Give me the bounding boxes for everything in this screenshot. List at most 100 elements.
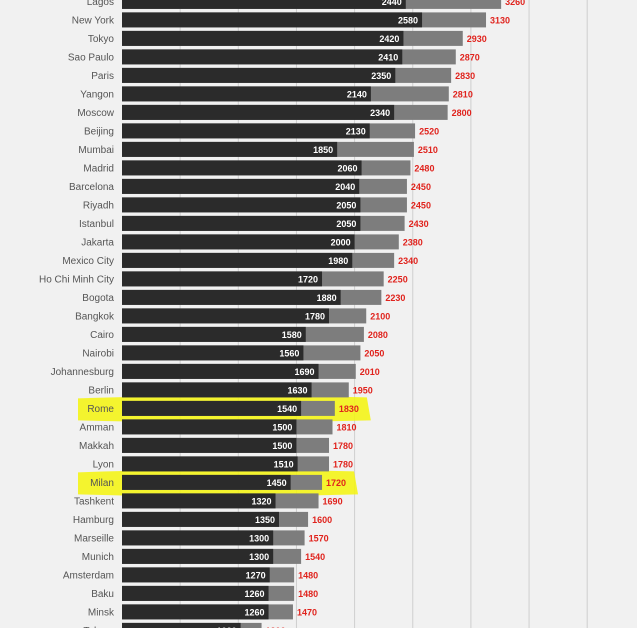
value-label-inner-baku: 1260 [245,589,265,599]
value-label-inner-ho-chi-minh-city: 1720 [298,274,318,284]
bars [122,0,502,628]
bar-inner-tashkent [122,493,276,509]
category-label-lagos: Lagos [87,0,114,8]
bar-inner-berlin [122,382,312,398]
category-label-bogota: Bogota [82,293,114,304]
value-label-inner-barcelona: 2040 [335,182,355,192]
category-label-munich: Munich [82,552,114,563]
value-label-inner-mexico-city: 1980 [328,256,348,266]
category-label-marseille: Marseille [74,533,114,544]
bar-inner-new-york [122,12,423,28]
category-label-hamburg: Hamburg [73,515,114,526]
bar-inner-barcelona [122,178,360,194]
value-label-outer-bogota: 2230 [385,293,405,303]
category-label-mumbai: Mumbai [78,145,114,156]
value-label-outer-rome: 1830 [339,404,359,414]
value-label-inner-lagos: 2440 [382,0,402,7]
value-label-outer-tokyo: 2930 [467,34,487,44]
value-label-outer-moscow: 2800 [452,108,472,118]
value-label-inner-bogota: 1880 [317,293,337,303]
bar-inner-beijing [122,123,370,139]
value-label-outer-paris: 2830 [455,71,475,81]
bar-inner-minsk [122,604,269,620]
bar-inner-hamburg [122,511,280,527]
category-label-moscow: Moscow [77,108,114,119]
value-label-outer-cairo: 2080 [368,330,388,340]
value-label-inner-cairo: 1580 [282,330,302,340]
value-label-inner-tehran: 1020 [217,626,237,628]
value-label-outer-jakarta: 2380 [403,237,423,247]
value-label-outer-munich: 1540 [305,552,325,562]
bar-inner-nairobi [122,345,304,361]
value-label-inner-amman: 1500 [272,422,292,432]
value-label-outer-baku: 1480 [298,589,318,599]
value-label-outer-tehran: 1200 [266,626,286,628]
category-label-tokyo: Tokyo [88,34,115,45]
value-label-outer-ho-chi-minh-city: 2250 [388,274,408,284]
labels: Lagos 2440 3260 New York 2580 3130 Tokyo 2420 29… [39,0,525,628]
value-label-inner-paris: 2350 [371,71,391,81]
category-label-tashkent: Tashkent [74,496,114,507]
category-label-amsterdam: Amsterdam [63,570,114,581]
bar-inner-lagos [122,0,406,9]
value-label-outer-tashkent: 1690 [323,496,343,506]
value-label-inner-new-york: 2580 [398,15,418,25]
bar-inner-marseille [122,530,274,546]
category-label-minsk: Minsk [88,607,115,618]
value-label-inner-marseille: 1300 [249,533,269,543]
value-label-inner-yangon: 2140 [347,89,367,99]
value-label-outer-amman: 1810 [337,422,357,432]
bar-inner-bogota [122,289,341,305]
bar-inner-riyadh [122,197,361,213]
category-label-barcelona: Barcelona [69,182,114,193]
value-label-inner-rome: 1540 [277,404,297,414]
category-label-makkah: Makkah [79,441,114,452]
bar-inner-munich [122,548,274,564]
bar-inner-istanbul [122,215,361,231]
value-label-inner-bangkok: 1780 [305,311,325,321]
bar-inner-johannesburg [122,363,319,379]
category-label-jakarta: Jakarta [81,237,114,248]
bar-inner-jakarta [122,234,355,250]
value-label-outer-beijing: 2520 [419,126,439,136]
bar-inner-yangon [122,86,371,102]
bar-inner-tokyo [122,30,404,46]
value-label-inner-jakarta: 2000 [331,237,351,247]
value-label-inner-beijing: 2130 [346,126,366,136]
value-label-inner-munich: 1300 [249,552,269,562]
bar-inner-ho-chi-minh-city [122,271,323,287]
category-label-ho-chi-minh-city: Ho Chi Minh City [39,274,114,285]
value-label-inner-istanbul: 2050 [336,219,356,229]
value-label-outer-riyadh: 2450 [411,200,431,210]
bar-inner-bangkok [122,308,330,324]
category-label-baku: Baku [91,589,114,600]
value-label-outer-lagos: 3260 [505,0,525,7]
value-label-inner-riyadh: 2050 [336,200,356,210]
value-label-inner-amsterdam: 1270 [246,570,266,580]
value-label-outer-makkah: 1780 [333,441,353,451]
value-label-outer-bangkok: 2100 [370,311,390,321]
bar-inner-moscow [122,104,395,120]
value-label-inner-lyon: 1510 [274,459,294,469]
bar-inner-amsterdam [122,567,270,583]
value-label-outer-berlin: 1950 [353,385,373,395]
value-label-outer-lyon: 1780 [333,459,353,469]
value-label-inner-tokyo: 2420 [379,34,399,44]
category-label-istanbul: Istanbul [79,219,114,230]
value-label-inner-milan: 1450 [267,478,287,488]
category-label-milan: Milan [90,478,114,489]
bar-inner-paris [122,67,396,83]
bar-inner-rome [122,400,302,416]
value-label-outer-madrid: 2480 [414,163,434,173]
value-label-outer-nairobi: 2050 [364,348,384,358]
value-label-outer-minsk: 1470 [297,607,317,617]
category-label-amman: Amman [80,422,114,433]
value-label-outer-new-york: 3130 [490,15,510,25]
value-label-outer-hamburg: 1600 [312,515,332,525]
bar-inner-amman [122,419,297,435]
value-label-outer-istanbul: 2430 [409,219,429,229]
value-label-outer-mexico-city: 2340 [398,256,418,266]
bar-inner-cairo [122,326,306,342]
value-label-inner-makkah: 1500 [272,441,292,451]
